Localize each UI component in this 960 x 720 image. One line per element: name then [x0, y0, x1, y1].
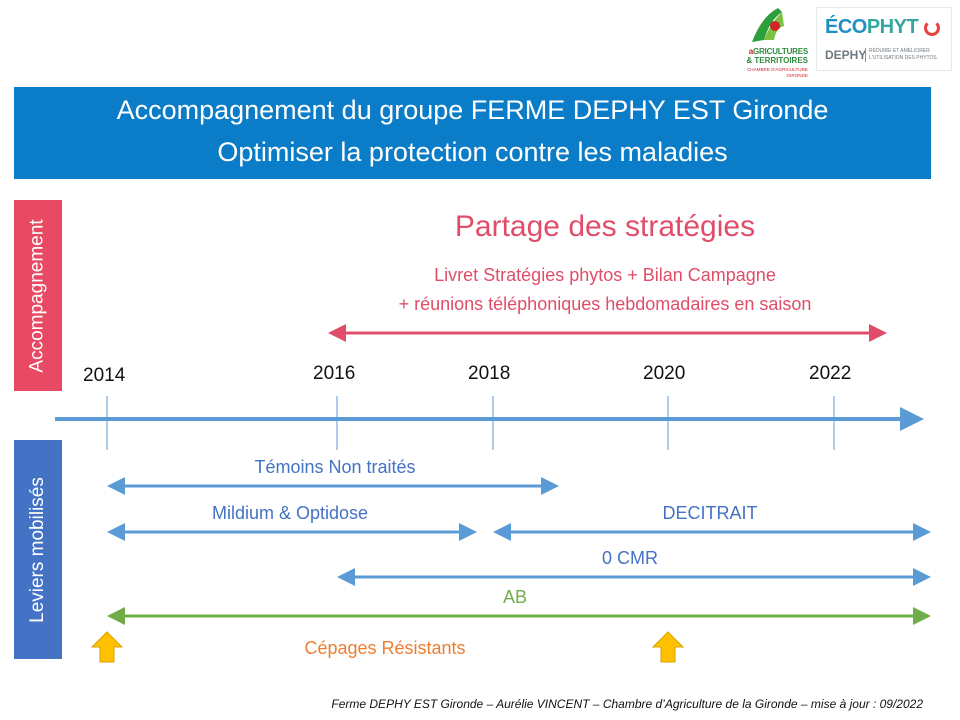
year-label-2020: 2020 [643, 363, 686, 384]
logo-line-2: & TERRITOIRES [746, 56, 808, 65]
logo-line-3: CHAMBRE D'AGRICULTURE [746, 67, 808, 72]
ecophyto-o-cycle-icon [924, 20, 940, 36]
ecophyto-tagline: RÉDUIRE ET AMÉLIORER L'UTILISATION DES P… [869, 48, 937, 61]
levier-label-decitrait: DECITRAIT [662, 503, 758, 523]
levier-label-0cmr: 0 CMR [601, 548, 658, 568]
year-label-2016: 2016 [313, 363, 356, 384]
year-label-2022: 2022 [809, 363, 852, 384]
levier-label-cepages: Cépages Résistants [304, 638, 466, 658]
dephy-label: DEPHY [825, 48, 867, 62]
leviers-section-label: Leviers mobilisés [14, 440, 62, 659]
title-banner: Accompagnement du groupe FERME DEPHY EST… [14, 87, 931, 179]
logo-line-1: GRICULTURES [753, 47, 808, 56]
levier-label-temoins: Témoins Non traités [254, 457, 416, 477]
logo-line-4: GIRONDE [786, 73, 808, 78]
year-label-2014: 2014 [83, 365, 126, 386]
ecophyto-title-part2: PHYT [866, 16, 919, 38]
banner-title-line-2: Optimiser la protection contre les malad… [217, 137, 728, 167]
chambre-agriculture-logo: aGRICULTURES & TERRITOIRES CHAMBRE D'AGR… [724, 4, 810, 80]
logo-divider [865, 48, 866, 62]
partage-description-line-1: Livret Stratégies phytos + Bilan Campagn… [434, 265, 776, 285]
logo-accent: a [748, 47, 754, 56]
footer-credit: Ferme DEPHY EST Gironde – Aurélie VINCEN… [331, 697, 923, 711]
levier-label-mildium: Mildium & Optidose [211, 503, 369, 523]
year-ticks [106, 396, 835, 450]
banner-title-line-1: Accompagnement du groupe FERME DEPHY EST… [116, 95, 829, 125]
levier-label-ab: AB [502, 587, 527, 607]
ecophyto-title-part1: ÉCO [825, 16, 867, 38]
partage-description-line-2: + réunions téléphoniques hebdomadaires e… [398, 294, 812, 314]
ecophyto-dephy-logo: ÉCOPHYT DEPHY RÉDUIRE ET AMÉLIORER L'UTI… [816, 7, 952, 71]
accompagnement-section-label: Accompagnement [14, 200, 62, 391]
partage-strategies-title: Partage des stratégies [454, 210, 756, 243]
cepages-marker-2020-up-arrow-icon [651, 631, 685, 663]
chambre-agriculture-a-icon [752, 8, 784, 42]
year-label-2018: 2018 [468, 363, 511, 384]
cepages-marker-2014-up-arrow-icon [90, 631, 124, 663]
